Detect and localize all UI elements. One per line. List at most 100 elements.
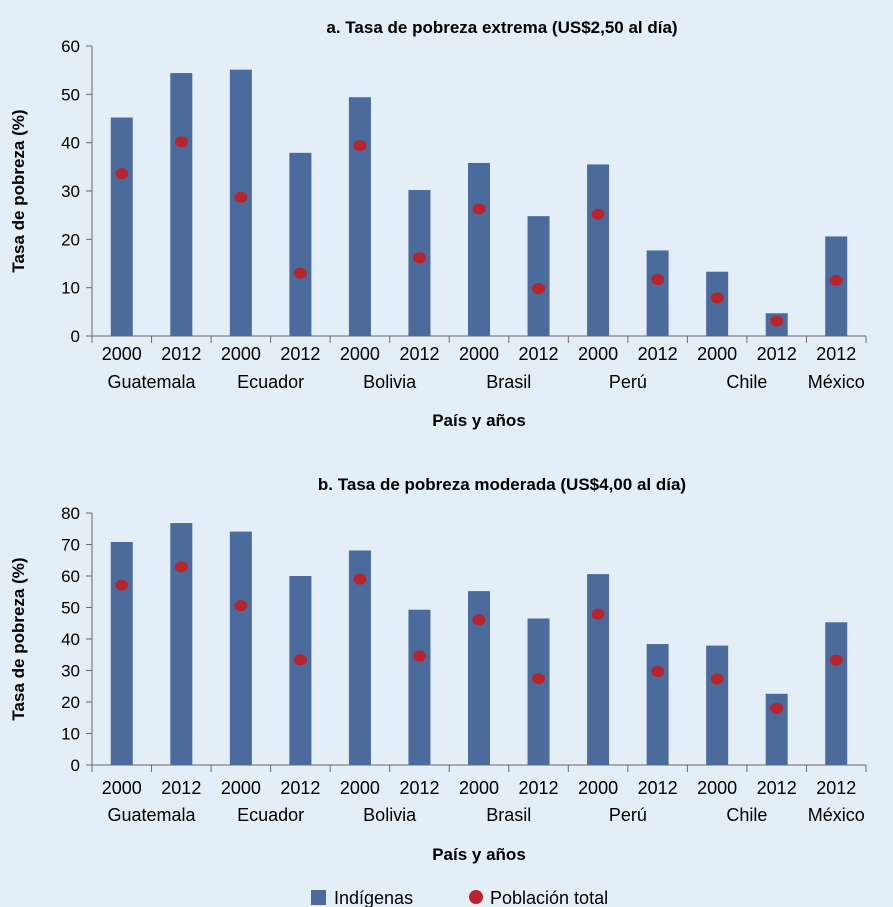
x-tick-label-year: 2000 — [697, 344, 737, 364]
y-tick-label: 0 — [71, 756, 80, 775]
dot-poblacion-total — [174, 561, 188, 573]
x-group-label: Bolivia — [363, 805, 417, 825]
y-tick-label: 30 — [61, 662, 80, 681]
y-tick-label: 30 — [61, 182, 80, 201]
y-tick-label: 0 — [71, 327, 80, 346]
x-tick-label-year: 2000 — [102, 344, 142, 364]
dot-poblacion-total — [651, 665, 665, 677]
dot-poblacion-total — [472, 614, 486, 626]
bar-indigenas — [229, 531, 252, 765]
y-tick-label: 10 — [61, 725, 80, 744]
y-tick-label: 60 — [61, 37, 80, 56]
x-tick-label-year: 2000 — [578, 778, 618, 798]
y-tick-label: 20 — [61, 230, 80, 249]
x-tick-label-year: 2012 — [280, 778, 320, 798]
x-group-label: Perú — [609, 805, 647, 825]
y-tick-label: 20 — [61, 693, 80, 712]
x-group-label: Perú — [609, 372, 647, 392]
x-group-label: Brasil — [486, 805, 531, 825]
bar-indigenas — [170, 523, 193, 765]
bar-indigenas — [468, 162, 490, 336]
legend-label-indigenas: Indígenas — [334, 888, 413, 907]
x-tick-label-year: 2012 — [399, 778, 439, 798]
y-axis-label: Tasa de pobreza (%) — [9, 109, 28, 272]
x-group-label: Chile — [726, 372, 767, 392]
dot-poblacion-total — [293, 654, 307, 666]
bar-indigenas — [825, 622, 848, 765]
dot-poblacion-total — [710, 292, 724, 304]
y-tick-label: 50 — [61, 599, 80, 618]
chart-title: b. Tasa de pobreza moderada (US$4,00 al … — [318, 475, 686, 494]
x-tick-label-year: 2000 — [340, 344, 380, 364]
x-axis-label: País y años — [432, 845, 526, 864]
y-tick-label: 50 — [61, 85, 80, 104]
dot-poblacion-total — [412, 650, 426, 662]
dot-poblacion-total — [770, 702, 784, 714]
legend-label-poblacion-total: Población total — [490, 888, 608, 907]
x-tick-label-year: 2012 — [816, 778, 856, 798]
x-tick-label-year: 2012 — [757, 344, 797, 364]
x-group-label: Guatemala — [108, 372, 197, 392]
bar-indigenas — [289, 576, 312, 765]
bar-indigenas — [587, 164, 610, 336]
x-tick-label-year: 2000 — [221, 344, 261, 364]
dot-poblacion-total — [829, 654, 843, 666]
x-tick-label-year: 2012 — [519, 344, 559, 364]
x-tick-label-year: 2000 — [340, 778, 380, 798]
x-tick-label-year: 2012 — [757, 778, 797, 798]
x-group-label: Ecuador — [237, 805, 304, 825]
y-tick-label: 40 — [61, 134, 80, 153]
x-tick-label-year: 2000 — [459, 778, 499, 798]
x-group-label: Ecuador — [237, 372, 304, 392]
bar-indigenas — [706, 645, 729, 765]
x-group-label: Brasil — [486, 372, 531, 392]
dot-poblacion-total — [174, 136, 188, 148]
bar-indigenas — [348, 97, 371, 336]
x-tick-label-year: 2000 — [697, 778, 737, 798]
dot-poblacion-total — [532, 283, 546, 295]
dot-poblacion-total — [591, 208, 605, 220]
y-tick-label: 10 — [61, 279, 80, 298]
dot-poblacion-total — [234, 600, 248, 612]
bar-indigenas — [825, 236, 848, 336]
bar-indigenas — [706, 271, 729, 336]
x-group-label: Chile — [726, 805, 767, 825]
y-tick-label: 60 — [61, 567, 80, 586]
chart-panel-a: a. Tasa de pobreza extrema (US$2,50 al d… — [9, 18, 867, 430]
chart-panel-b: b. Tasa de pobreza moderada (US$4,00 al … — [9, 475, 867, 864]
bar-indigenas — [468, 591, 490, 765]
dot-poblacion-total — [412, 252, 426, 264]
y-tick-label: 40 — [61, 630, 80, 649]
dot-poblacion-total — [234, 191, 248, 203]
dot-poblacion-total — [115, 579, 129, 591]
dot-poblacion-total — [472, 203, 486, 215]
bar-indigenas — [527, 216, 550, 336]
bar-indigenas — [408, 609, 431, 765]
x-tick-label-year: 2012 — [280, 344, 320, 364]
x-group-label: Guatemala — [108, 805, 197, 825]
legend-swatch-indigenas — [311, 890, 326, 905]
x-axis-label: País y años — [432, 411, 526, 430]
dot-poblacion-total — [710, 673, 724, 685]
x-tick-label-year: 2012 — [161, 344, 201, 364]
x-group-label: Bolivia — [363, 372, 417, 392]
x-tick-label-year: 2000 — [578, 344, 618, 364]
dot-poblacion-total — [591, 608, 605, 620]
bar-indigenas — [110, 117, 133, 337]
y-tick-label: 80 — [61, 504, 80, 523]
x-tick-label-year: 2012 — [161, 778, 201, 798]
x-tick-label-year: 2012 — [399, 344, 439, 364]
legend-marker-poblacion-total — [469, 890, 483, 904]
dot-poblacion-total — [770, 315, 784, 327]
x-tick-label-year: 2012 — [638, 344, 678, 364]
bar-indigenas — [587, 574, 610, 765]
bar-indigenas — [646, 250, 669, 336]
chart-title: a. Tasa de pobreza extrema (US$2,50 al d… — [326, 18, 677, 37]
y-axis-label: Tasa de pobreza (%) — [9, 557, 28, 720]
bar-indigenas — [765, 693, 788, 765]
x-group-label: México — [808, 372, 865, 392]
legend: Indígenas Población total — [311, 888, 608, 907]
x-tick-label-year: 2012 — [638, 778, 678, 798]
dot-poblacion-total — [115, 168, 129, 180]
